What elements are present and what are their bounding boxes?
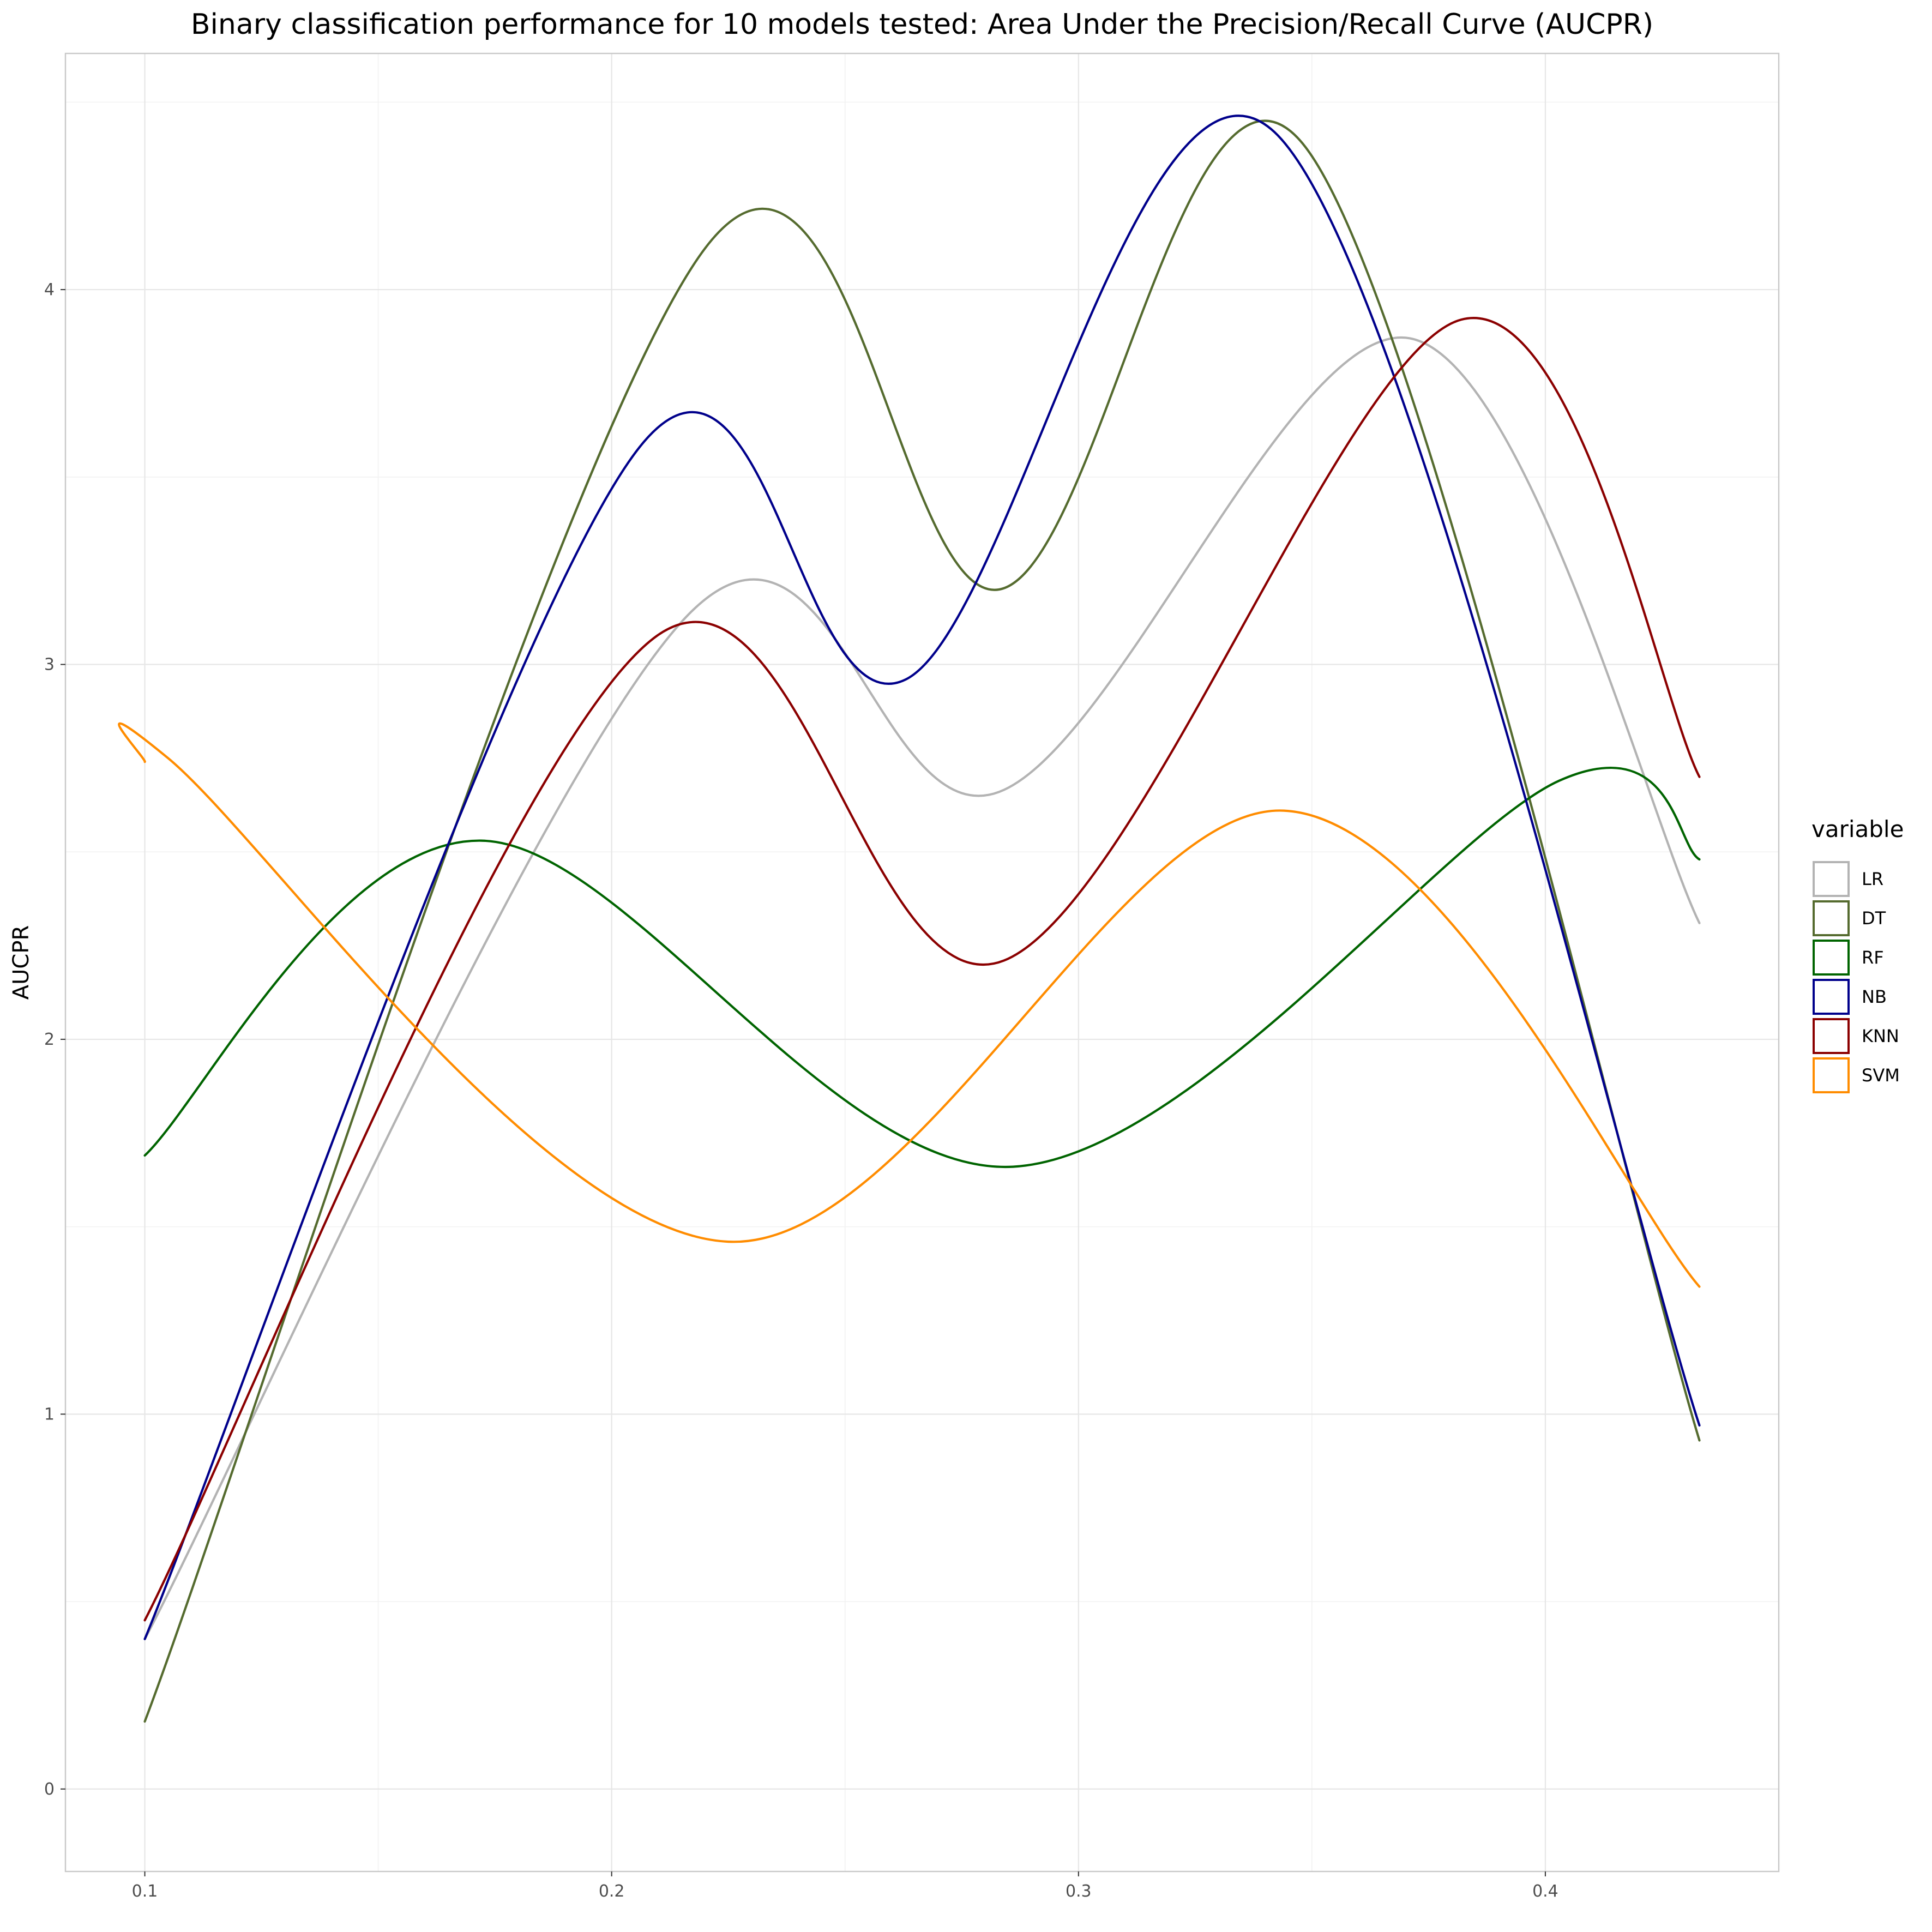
legend-label-svm: SVM (1862, 1065, 1900, 1086)
legend-item-lr: LR (1813, 861, 1883, 897)
grid-layer (65, 53, 1779, 1871)
y-tick-label: 1 (44, 1405, 55, 1424)
series-layer (118, 115, 1701, 1723)
series-line-nb (143, 115, 1701, 1640)
y-tick-label: 4 (44, 280, 55, 299)
y-tick-label: 2 (44, 1030, 55, 1049)
legend-item-dt: DT (1813, 900, 1886, 936)
series-line-lr (143, 336, 1701, 1640)
x-tick-label: 0.2 (599, 1882, 625, 1901)
legend-label-nb: NB (1862, 986, 1887, 1007)
legend-title: variable (1811, 816, 1904, 842)
legend-label-knn: KNN (1862, 1026, 1899, 1046)
chart-title: Binary classification performance for 10… (191, 8, 1653, 41)
x-tick-label: 0.3 (1066, 1882, 1092, 1901)
legend-label-dt: DT (1862, 908, 1886, 929)
x-tick-label: 0.4 (1532, 1882, 1558, 1901)
legend-label-lr: LR (1862, 869, 1883, 889)
legend-key-lr (1813, 861, 1850, 897)
legend-item-rf: RF (1813, 940, 1884, 976)
legend-key-knn (1813, 1018, 1850, 1054)
legend-key-svm (1813, 1057, 1850, 1093)
series-line-knn (143, 317, 1701, 1622)
legend-key-nb (1813, 979, 1850, 1015)
panel-border (64, 52, 1780, 1873)
series-line-svm (118, 722, 1701, 1288)
axis-layer: 0.1 0.2 0.3 0.4 0 1 2 3 4 (44, 280, 1558, 1901)
y-tick-label: 3 (44, 655, 55, 674)
legend-key-dt (1813, 900, 1850, 936)
legend-item-nb: NB (1813, 979, 1887, 1015)
legend-item-knn: KNN (1813, 1018, 1899, 1054)
legend-item-svm: SVM (1813, 1057, 1900, 1093)
y-axis-title: AUCPR (9, 925, 34, 1000)
x-tick-label: 0.1 (132, 1882, 158, 1901)
series-line-rf (143, 766, 1701, 1168)
y-tick-label: 0 (44, 1780, 55, 1799)
legend: variable LR DT RF NB KNN SVM (1811, 816, 1904, 1093)
legend-label-rf: RF (1862, 947, 1884, 968)
legend-key-rf (1813, 940, 1850, 976)
